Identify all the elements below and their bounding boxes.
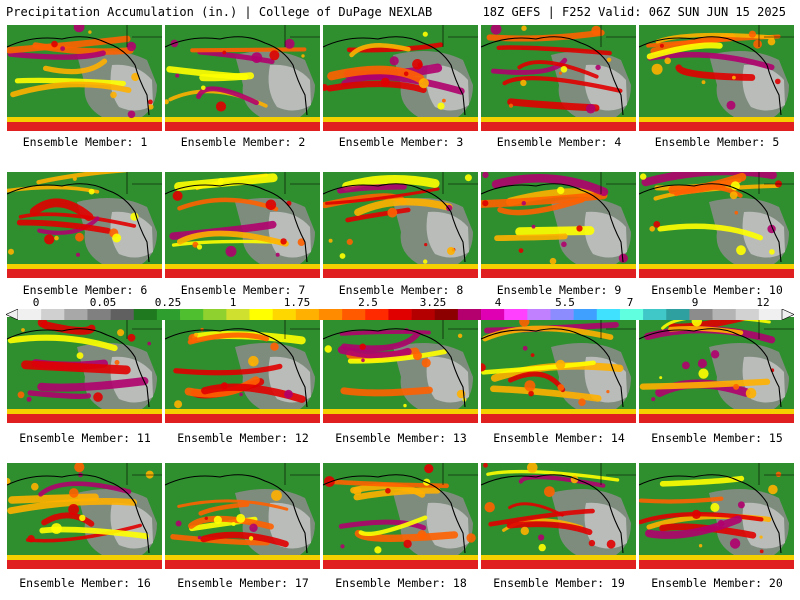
ensemble-member-label: Ensemble Member: 3 [338,135,464,149]
scale-swatch [666,309,690,320]
color-scale-bar [6,309,794,320]
product-title: Precipitation Accumulation (in.) | Colle… [6,5,433,19]
scale-tick-label: 9 [691,296,699,309]
ensemble-member-label: Ensemble Member: 18 [335,576,467,590]
ensemble-member-label: Ensemble Member: 19 [493,576,625,590]
run-info: 18Z GEFS | F252 Valid: 06Z SUN JUN 15 20… [482,5,786,19]
scale-tick-label: 5.5 [555,296,575,309]
ensemble-member-label: Ensemble Member: 11 [19,431,151,445]
ensemble-member-map [7,463,162,569]
scale-swatch [689,309,713,320]
ensemble-member-map [639,172,794,278]
scale-swatch [365,309,389,320]
ensemble-member-map [323,25,478,131]
scale-swatch [758,309,783,320]
ensemble-member-label: Ensemble Member: 4 [496,135,622,149]
ensemble-member-map [323,317,478,423]
ensemble-member-map [323,463,478,569]
ensemble-member-map [639,25,794,131]
scale-swatch [712,309,736,320]
ensemble-member-label: Ensemble Member: 8 [338,283,464,297]
ensemble-member-label: Ensemble Member: 7 [180,283,306,297]
scale-tick-label: 12 [756,296,770,309]
ensemble-member-map [639,317,794,423]
scale-swatch [457,309,482,320]
scale-swatch [619,309,644,320]
ensemble-member-label: Ensemble Member: 20 [651,576,783,590]
ensemble-member-map [7,317,162,423]
scale-tick-label: 3.25 [419,296,447,309]
scale-tick-label: 7 [626,296,634,309]
scale-swatch [481,309,505,320]
scale-tick-label: 0.05 [89,296,117,309]
ensemble-member-map [481,317,636,423]
ensemble-member-map [165,317,320,423]
scale-swatch [735,309,760,320]
scale-swatch [596,309,621,320]
ensemble-member-label: Ensemble Member: 13 [335,431,467,445]
scale-arrow-left [6,309,19,320]
scale-swatch [226,309,250,320]
scale-swatch [249,309,273,320]
scale-swatch [203,309,227,320]
scale-swatch [434,309,459,320]
ensemble-member-map [481,25,636,131]
scale-tick-label: 1 [229,296,237,309]
ensemble-member-map [481,172,636,278]
scale-swatch [156,309,181,320]
ensemble-member-label: Ensemble Member: 17 [177,576,309,590]
ensemble-member-map [7,25,162,131]
scale-swatch [527,309,551,320]
scale-swatch [180,309,204,320]
scale-swatch [64,309,88,320]
ensemble-member-label: Ensemble Member: 15 [651,431,783,445]
ensemble-member-label: Ensemble Member: 12 [177,431,309,445]
scale-swatch [573,309,598,320]
ensemble-member-label: Ensemble Member: 5 [654,135,780,149]
scale-swatch [643,309,667,320]
ensemble-member-map [481,463,636,569]
ensemble-member-label: Ensemble Member: 9 [496,283,622,297]
scale-swatch [550,309,574,320]
ensemble-member-map [7,172,162,278]
scale-swatch [272,309,297,320]
scale-tick-label: 1.75 [283,296,311,309]
scale-swatch [18,309,42,320]
scale-swatch [504,309,528,320]
ensemble-member-label: Ensemble Member: 2 [180,135,306,149]
ensemble-member-label: Ensemble Member: 16 [19,576,151,590]
scale-tick-label: 0 [32,296,40,309]
ensemble-member-map [165,25,320,131]
ensemble-member-map [165,172,320,278]
scale-swatch [87,309,111,320]
scale-swatch [133,309,158,320]
scale-swatch [388,309,412,320]
ensemble-member-map [323,172,478,278]
scale-tick-label: 4 [494,296,502,309]
ensemble-member-label: Ensemble Member: 1 [22,135,148,149]
ensemble-member-label: Ensemble Member: 6 [22,283,148,297]
scale-swatch [318,309,343,320]
ensemble-member-label: Ensemble Member: 10 [651,283,783,297]
scale-arrow-right [781,309,794,320]
scale-tick-label: 0.25 [154,296,182,309]
scale-swatch [110,309,135,320]
scale-swatch [295,309,320,320]
scale-tick-label: 2.5 [358,296,378,309]
ensemble-member-label: Ensemble Member: 14 [493,431,625,445]
scale-swatch [411,309,436,320]
ensemble-member-map [165,463,320,569]
scale-swatch [41,309,65,320]
ensemble-member-map [639,463,794,569]
scale-swatch [342,309,366,320]
